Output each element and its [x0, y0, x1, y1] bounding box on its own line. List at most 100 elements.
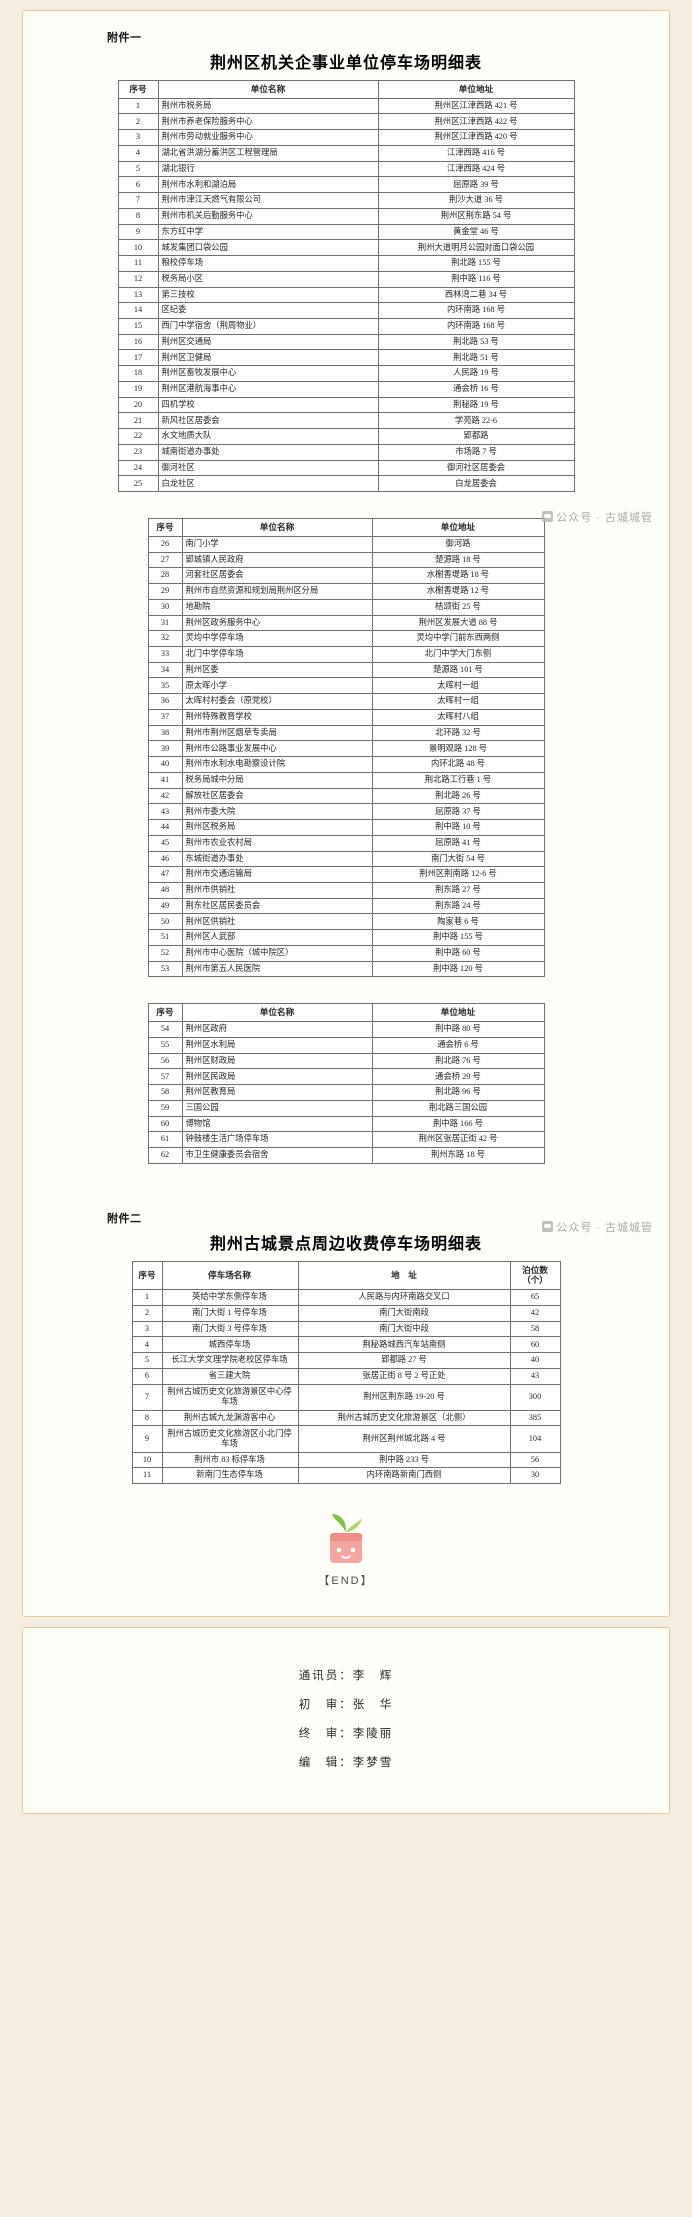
- cell-unit-name: 解放社区居委会: [181, 787, 373, 805]
- cell-unit-name: 河套社区居委会: [181, 567, 373, 585]
- table-row: 42 解放社区居委会 荆北路 26 号: [147, 787, 545, 805]
- cell-unit-name: 荆州区交通局: [157, 333, 379, 351]
- col-header-no: 序号: [131, 1260, 163, 1291]
- cell-no: 53: [147, 960, 183, 978]
- cell-no: 21: [117, 412, 159, 430]
- cell-lot-name: 荆州古城九龙渊游客中心: [161, 1409, 299, 1427]
- cell-unit-name: 荆州区政务服务中心: [181, 614, 373, 632]
- cell-no: 14: [117, 302, 159, 320]
- cell-lot-address: 荆州古城历史文化旅游景区（北侧）: [297, 1409, 511, 1427]
- cell-slot-count: 60: [509, 1336, 561, 1354]
- cell-unit-address: 荆中路 166 号: [371, 1115, 545, 1133]
- cell-slot-count: 385: [509, 1409, 561, 1427]
- cell-unit-address: 荆州区荆南路 12-6 号: [371, 866, 545, 883]
- document-page: 附件一 荆州区机关企事业单位停车场明细表 序号 单位名称 单位地址 1 荆州市税务…: [0, 10, 692, 2217]
- cell-no: 7: [117, 192, 159, 209]
- wechat-icon: [542, 511, 554, 522]
- cell-unit-name: 荆州区民政局: [181, 1068, 373, 1086]
- cell-unit-name: 地勘院: [181, 598, 373, 616]
- cell-no: 5: [131, 1352, 163, 1369]
- cell-unit-name: 太晖村村委会（原党校）: [181, 693, 373, 710]
- cell-no: 35: [147, 677, 183, 695]
- table-row: 41 税务局城中分局 荆北路工行巷 1 号: [147, 771, 545, 789]
- table-row: 16 荆州区交通局 荆北路 53 号: [117, 333, 575, 351]
- table-row: 40 荆州市水利水电勘察设计院 内环北路 48 号: [147, 756, 545, 773]
- cell-unit-address: 太晖村一组: [371, 693, 545, 710]
- cell-unit-address: 通会桥 29 号: [371, 1068, 545, 1086]
- cell-unit-address: 荆州区江津西路 422 号: [377, 113, 575, 131]
- col-header-address: 地 址: [297, 1260, 511, 1291]
- cell-unit-name: 荆州市荆州区烟草专卖局: [181, 724, 373, 742]
- table-row: 10 城发集团口袋公园 荆州大道明月公园对面口袋公园: [117, 239, 575, 257]
- cell-unit-address: 南门大街 54 号: [371, 850, 545, 868]
- cell-unit-name: 御河社区: [157, 459, 379, 477]
- table-row: 43 荆州市委大院 屈原路 37 号: [147, 803, 545, 821]
- cell-unit-name: 荆州区人武部: [181, 929, 373, 946]
- cell-no: 1: [131, 1289, 163, 1306]
- cell-no: 13: [117, 286, 159, 304]
- table-row: 27 郢城镇人民政府 楚源路 18 号: [147, 551, 545, 569]
- cell-unit-address: 江津西路 424 号: [377, 160, 575, 178]
- table-row: 30 地勘院 桔颂街 25 号: [147, 598, 545, 616]
- credit-row: 通讯员：李 辉: [298, 1670, 394, 1682]
- col-header-no: 序号: [117, 80, 159, 99]
- cell-unit-address: 屈原路 41 号: [371, 834, 545, 852]
- table-row: 7 荆州古城历史文化旅游景区中心停车场 荆州区荆东路 19-20 号 300: [131, 1383, 561, 1411]
- cell-no: 17: [117, 349, 159, 367]
- cell-unit-address: 荆东路 27 号: [371, 881, 545, 899]
- cell-no: 58: [147, 1084, 183, 1101]
- table-row: 44 荆州区税务局 荆中路 10 号: [147, 819, 545, 836]
- table-row: 47 荆州市交通运输局 荆州区荆南路 12-6 号: [147, 866, 545, 883]
- cell-unit-name: 湖北银行: [157, 160, 379, 178]
- cell-unit-name: 荆州区财政局: [181, 1052, 373, 1070]
- cell-unit-name: 荆州市劳动就业服务中心: [157, 129, 379, 146]
- cell-no: 12: [117, 270, 159, 288]
- attachment-two-title: 荆州古城景点周边收费停车场明细表: [209, 1235, 482, 1253]
- table-row: 2 荆州市养老保险服务中心 荆州区江津西路 422 号: [117, 113, 575, 131]
- cell-no: 6: [117, 176, 159, 194]
- cell-unit-name: 白龙社区: [157, 475, 379, 493]
- col-header-name: 单位名称: [181, 518, 373, 537]
- cell-no: 45: [147, 834, 183, 852]
- table-3-body: 54 荆州区政府 荆中路 80 号 55 荆州区水利局 通会桥 6 号 56 荆州区财政局 荆北…: [147, 1021, 545, 1164]
- cell-lot-name: 英给中学东侧停车场: [161, 1289, 299, 1306]
- table-row: 52 荆州市中心医院（城中院区） 荆中路 60 号: [147, 944, 545, 962]
- end-block: 【END】: [37, 1484, 655, 1598]
- cell-unit-name: 荆州市自然资源和规划局荆州区分局: [181, 583, 373, 600]
- cell-unit-name: 新风社区居委会: [157, 412, 379, 430]
- cell-unit-address: 西林湾二巷 34 号: [377, 286, 575, 304]
- cell-unit-address: 江津西路 416 号: [377, 144, 575, 162]
- cell-no: 34: [147, 661, 183, 679]
- table-row: 31 荆州区政务服务中心 荆州区发展大道 88 号: [147, 614, 545, 632]
- cell-unit-name: 荆州区政府: [181, 1021, 373, 1038]
- cell-unit-name: 荆州市税务局: [157, 97, 379, 115]
- cell-unit-address: 通会桥 6 号: [371, 1036, 545, 1054]
- table-row: 7 荆州市津江天燃气有限公司 荆沙大道 36 号: [117, 192, 575, 209]
- table-row: 35 原太晖小学 太晖村一组: [147, 677, 545, 695]
- cell-no: 7: [131, 1383, 163, 1411]
- cell-unit-address: 荆中路 155 号: [371, 929, 545, 946]
- table-row: 36 太晖村村委会（原党校） 太晖村一组: [147, 693, 545, 710]
- cell-lot-address: 荆中路 233 号: [297, 1451, 511, 1469]
- cell-no: 25: [117, 475, 159, 493]
- cell-no: 48: [147, 881, 183, 899]
- cell-no: 46: [147, 850, 183, 868]
- cell-unit-name: 城发集团口袋公园: [157, 239, 379, 257]
- table-row: 61 钟鼓楼生活广场停车场 荆州区张居正街 42 号: [147, 1131, 545, 1148]
- table-row: 4 城西停车场 荆秘路城西汽车站南侧 60: [131, 1336, 561, 1354]
- cell-no: 11: [117, 255, 159, 272]
- cell-no: 59: [147, 1099, 183, 1117]
- cell-no: 3: [131, 1320, 163, 1338]
- table-row: 19 荆州区港航海事中心 通会桥 16 号: [117, 380, 575, 398]
- cell-slot-count: 300: [509, 1383, 561, 1411]
- cell-no: 43: [147, 803, 183, 821]
- cell-unit-name: 湖北省洪湖分蓄洪区工程管理局: [157, 144, 379, 162]
- table-row: 5 长江大学文理学院老校区停车场 郢都路 27 号 40: [131, 1352, 561, 1369]
- table-row: 9 荆州古城历史文化旅游区小北门停车场 荆州区荆州城北路 4 号 104: [131, 1425, 561, 1453]
- table-row: 60 博物馆 荆中路 166 号: [147, 1115, 545, 1133]
- cell-no: 49: [147, 897, 183, 915]
- cell-no: 24: [117, 459, 159, 477]
- cell-no: 4: [131, 1336, 163, 1354]
- table-row: 28 河套社区居委会 水榭香堤路 18 号: [147, 567, 545, 585]
